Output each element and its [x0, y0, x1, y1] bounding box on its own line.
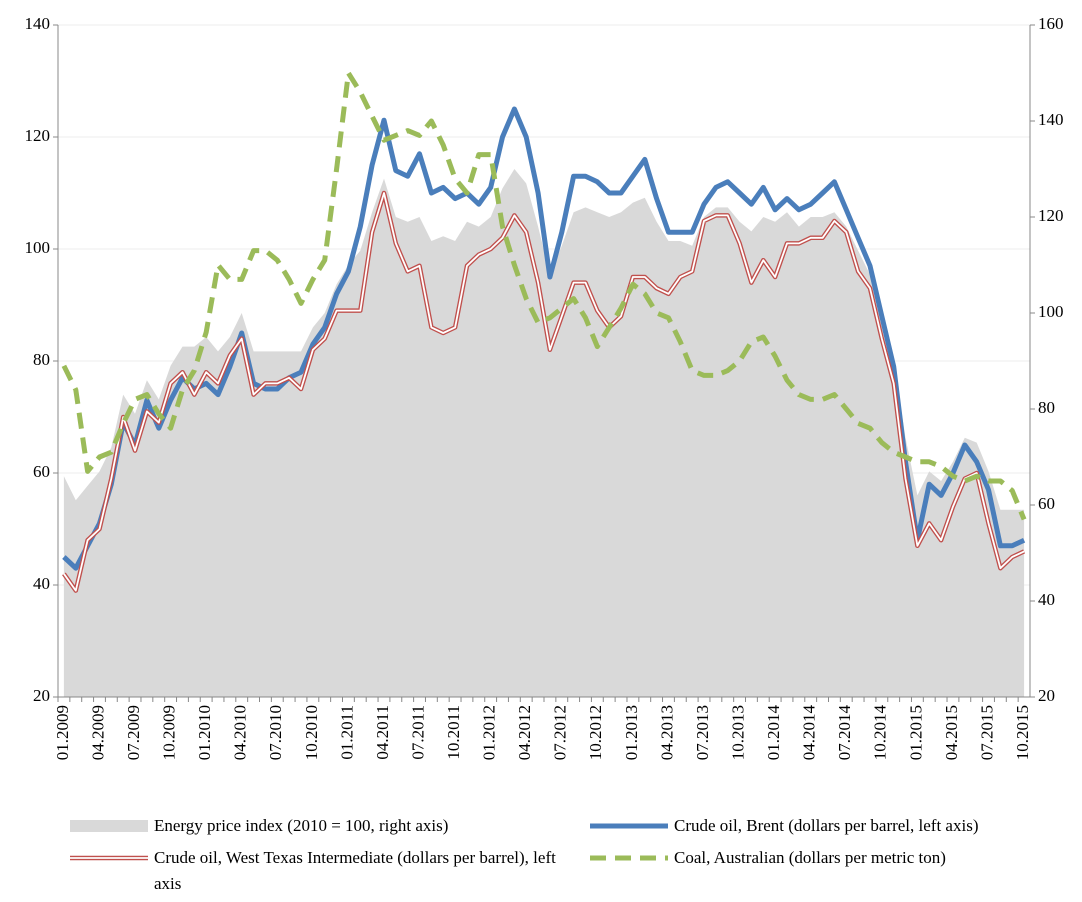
x-tick-label: 10.2009	[160, 705, 179, 760]
y2-tick-label: 20	[1038, 686, 1055, 705]
legend-label: Crude oil, West Texas Intermediate (doll…	[154, 848, 556, 893]
y2-tick-label: 140	[1038, 110, 1064, 129]
y-tick-label: 100	[25, 238, 51, 257]
x-tick-label: 01.2010	[195, 705, 214, 760]
x-tick-label: 04.2013	[657, 705, 676, 760]
x-tick-label: 10.2010	[302, 705, 321, 760]
x-tick-label: 01.2013	[622, 705, 641, 760]
x-tick-label: 01.2014	[764, 705, 783, 761]
legend-label: Crude oil, Brent (dollars per barrel, le…	[674, 816, 979, 835]
x-tick-label: 01.2009	[53, 705, 72, 760]
x-tick-label: 01.2015	[906, 705, 925, 760]
legend-label: Energy price index (2010 = 100, right ax…	[154, 816, 449, 835]
y-tick-label: 80	[33, 350, 50, 369]
legend-swatch	[70, 820, 148, 832]
line-series	[61, 70, 1027, 521]
x-tick-label: 04.2011	[373, 705, 392, 760]
x-tick-label: 04.2010	[231, 705, 250, 760]
area-series	[63, 169, 1025, 697]
x-tick-label: 10.2012	[586, 705, 605, 760]
y2-tick-label: 160	[1038, 14, 1064, 33]
x-tick-label: 10.2014	[871, 705, 890, 761]
x-tick-label: 07.2010	[266, 705, 285, 760]
legend-entry: Energy price index (2010 = 100, right ax…	[154, 816, 449, 835]
x-tick-label: 10.2015	[1013, 705, 1032, 760]
y2-tick-label: 60	[1038, 494, 1055, 513]
x-tick-label: 01.2011	[337, 705, 356, 760]
x-tick-label: 07.2013	[693, 705, 712, 760]
y-tick-label: 20	[33, 686, 50, 705]
y2-tick-label: 40	[1038, 590, 1055, 609]
x-tick-label: 07.2012	[551, 705, 570, 760]
legend-label: Coal, Australian (dollars per metric ton…	[674, 848, 946, 867]
y-tick-label: 120	[25, 126, 51, 145]
line-series	[62, 106, 1026, 571]
x-tick-label: 10.2011	[444, 705, 463, 760]
legend-entry: Coal, Australian (dollars per metric ton…	[674, 848, 946, 867]
y-tick-label: 140	[25, 14, 51, 33]
legend-entry: Crude oil, Brent (dollars per barrel, le…	[674, 816, 979, 835]
x-tick-label: 04.2012	[515, 705, 534, 760]
x-tick-label: 04.2009	[88, 705, 107, 760]
y2-tick-label: 100	[1038, 302, 1064, 321]
x-tick-label: 07.2014	[835, 705, 854, 761]
x-tick-label: 04.2015	[942, 705, 961, 760]
x-tick-label: 04.2014	[800, 705, 819, 761]
x-tick-label: 07.2011	[408, 705, 427, 760]
legend-entry: Crude oil, West Texas Intermediate (doll…	[154, 848, 556, 893]
y2-tick-label: 120	[1038, 206, 1064, 225]
x-tick-label: 01.2012	[480, 705, 499, 760]
x-tick-label: 10.2013	[728, 705, 747, 760]
line-series-inner	[63, 192, 1025, 592]
y2-tick-label: 80	[1038, 398, 1055, 417]
x-tick-label: 07.2015	[977, 705, 996, 760]
x-tick-label: 07.2009	[124, 705, 143, 760]
y-tick-label: 60	[33, 462, 50, 481]
y-tick-label: 40	[33, 574, 50, 593]
